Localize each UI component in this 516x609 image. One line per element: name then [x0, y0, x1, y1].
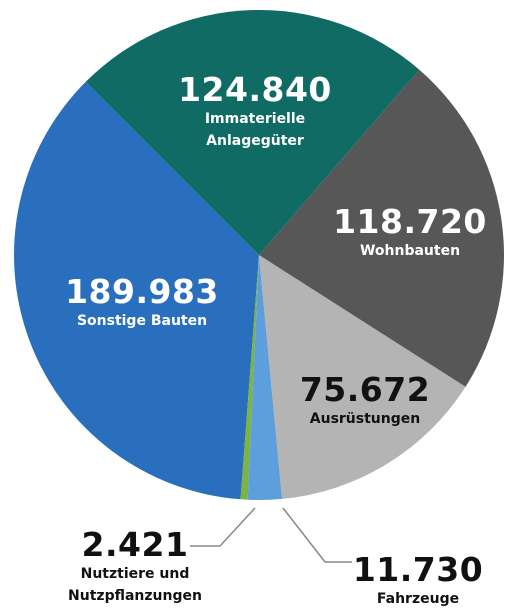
pie-slice [259, 255, 466, 499]
category-label: Nutztiere und Nutzpflanzungen [68, 566, 202, 604]
slice-label: 2.421 Nutztiere und Nutzpflanzungen [25, 527, 245, 607]
pie-slice [240, 255, 259, 500]
slice-label: 75.672 Ausrüstungen [255, 372, 475, 430]
category-label: Sonstige Bauten [76, 313, 208, 329]
slice-label: 189.983 Sonstige Bauten [32, 274, 252, 332]
category-label: Wohnbauten [359, 243, 461, 259]
value-label: 75.672 [299, 370, 431, 409]
slice-label: 11.730 Fahrzeuge [308, 552, 516, 609]
category-label: Immaterielle Anlagegüter [204, 111, 306, 149]
slice-label: 118.720 Wohnbauten [300, 204, 516, 262]
value-label: 124.840 [178, 70, 332, 109]
value-label: 11.730 [352, 550, 484, 589]
category-label: Ausrüstungen [309, 411, 421, 427]
slice-label: 124.840 Immaterielle Anlagegüter [145, 72, 365, 152]
category-label: Fahrzeuge [376, 591, 460, 607]
leader-line [190, 507, 256, 547]
leader-line [282, 507, 352, 563]
value-label: 118.720 [333, 202, 487, 241]
value-label: 189.983 [65, 272, 219, 311]
pie-slice [259, 69, 504, 387]
value-label: 2.421 [81, 525, 189, 564]
pie-slice [247, 255, 283, 500]
pie-slice [85, 10, 420, 255]
pie-slice [13, 81, 259, 500]
